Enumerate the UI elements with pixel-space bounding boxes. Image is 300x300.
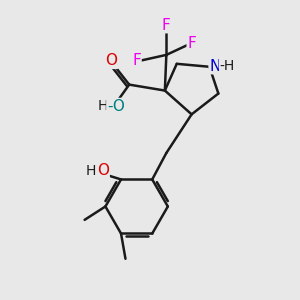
Text: H: H: [86, 164, 97, 178]
Text: N: N: [209, 59, 220, 74]
Text: -O: -O: [107, 98, 125, 113]
Text: F: F: [162, 18, 171, 33]
Text: F: F: [132, 53, 141, 68]
Text: H: H: [98, 99, 108, 113]
Text: O: O: [105, 53, 117, 68]
Text: O: O: [97, 163, 109, 178]
Text: F: F: [187, 35, 196, 50]
Text: -H: -H: [220, 59, 235, 73]
